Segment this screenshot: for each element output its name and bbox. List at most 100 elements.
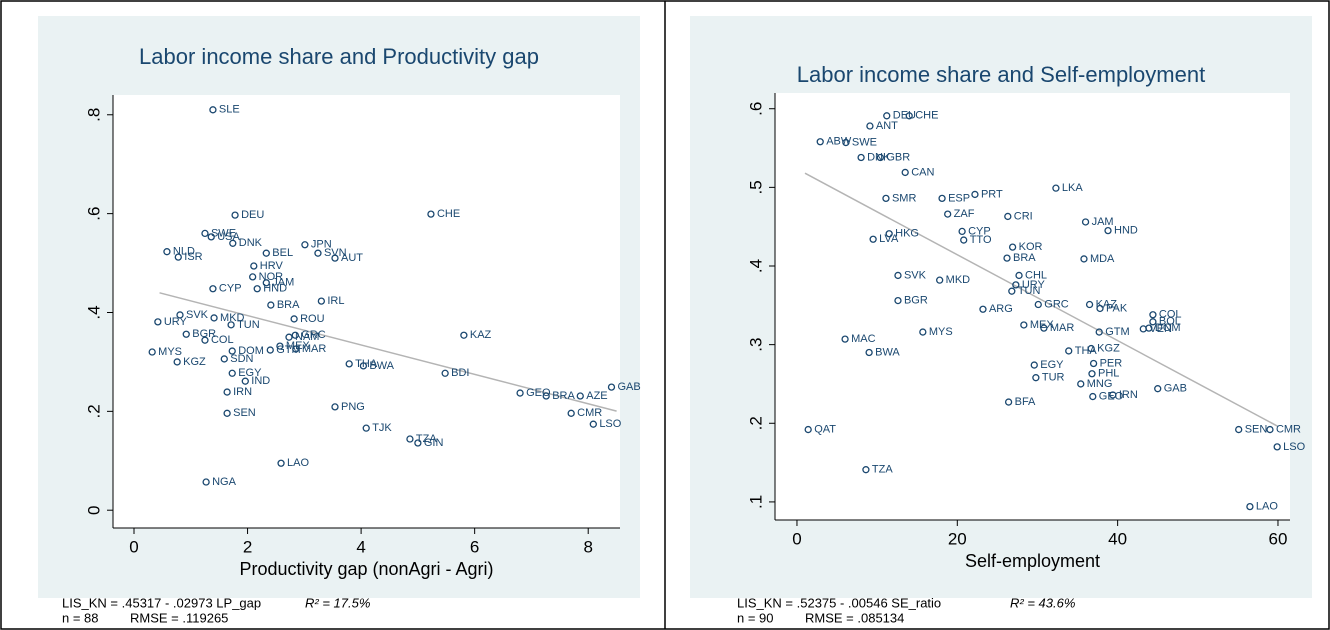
scatter-point [883, 112, 891, 120]
point-label: URY [164, 316, 188, 328]
point-label: SVK [186, 309, 209, 321]
scatter-point [1008, 243, 1017, 251]
point-label: TJK [372, 422, 392, 434]
scatter-point [209, 106, 217, 114]
scatter-point [201, 336, 209, 344]
point-label: BFA [1015, 396, 1036, 408]
scatter-point [1012, 281, 1020, 289]
scatter-point [1030, 361, 1038, 369]
point-label: ANT [876, 120, 898, 132]
point-label: COL [211, 334, 234, 346]
scatter-point [262, 249, 270, 257]
point-label: MYS [158, 346, 182, 358]
scatter-point [1095, 328, 1103, 336]
scatter-point [285, 333, 293, 341]
fit-line [159, 292, 617, 412]
scatter-point [277, 459, 285, 467]
scatter-point [958, 227, 966, 236]
scatter-point [209, 285, 217, 293]
point-label: KGZ [1097, 342, 1120, 354]
scatter-point [1145, 324, 1153, 332]
point-label: SWE [852, 136, 877, 148]
point-label: LAO [1256, 501, 1278, 513]
point-label: MEX [286, 340, 311, 352]
scatter-point [1235, 425, 1243, 434]
point-label: DEU [241, 209, 264, 221]
point-label: USA [217, 231, 240, 243]
point-label: JPN [311, 239, 332, 251]
point-label: MKD [220, 312, 245, 324]
scatter-point [220, 355, 228, 363]
point-label: LAO [287, 457, 309, 469]
scatter-point [148, 348, 156, 356]
scatter-point [816, 138, 824, 146]
scatter-point [1004, 398, 1013, 406]
x-tick-label: 8 [583, 537, 592, 556]
point-label: MDA [1090, 253, 1115, 265]
point-label: KOR [1019, 241, 1043, 253]
rmse: RMSE = .085134 [805, 610, 904, 625]
x-tick-label: 6 [470, 537, 479, 556]
scatter-point [291, 331, 299, 339]
scatter-point [362, 424, 370, 432]
point-label: GRC [301, 329, 326, 341]
scatter-point [441, 369, 449, 377]
r-squared: R² = 43.6% [1010, 595, 1075, 610]
fit-equation: LIS_KN = .45317 - .02973 LP_gap [62, 595, 261, 610]
point-label: QAT [814, 423, 836, 435]
point-label: TZA [872, 464, 893, 476]
x-tick-label: 0 [129, 537, 138, 556]
point-label: GTM [1105, 326, 1129, 338]
scatter-point [607, 383, 616, 391]
scatter-point [1149, 311, 1157, 319]
scatter-point [267, 301, 275, 309]
scatter-point [228, 369, 236, 377]
scatter-point [842, 138, 850, 147]
scatter-point [865, 348, 873, 357]
point-label: SEN [233, 407, 256, 419]
x-tick-label: 40 [1108, 529, 1127, 548]
scatter-point [589, 420, 597, 428]
scatter-point [938, 194, 946, 203]
point-label: NAM [295, 331, 319, 343]
point-label: GBR [886, 151, 910, 163]
plot-area [113, 95, 620, 528]
scatter-point [1096, 304, 1104, 313]
scatter-point [249, 273, 257, 281]
point-label: DNK [239, 237, 263, 249]
point-label: CRI [1014, 210, 1033, 222]
point-label: TUN [237, 319, 260, 331]
point-label: TUN [1018, 285, 1041, 297]
scatter-point [1020, 321, 1028, 329]
scatter-point [936, 276, 944, 284]
point-label: SWE [211, 227, 236, 239]
point-label: ABW [826, 136, 852, 148]
point-label: BWA [875, 346, 900, 358]
scatter-point [1246, 502, 1254, 511]
scatter-point [223, 409, 231, 417]
point-label: CHL [1025, 269, 1047, 281]
y-tick-label: .4 [84, 305, 103, 319]
y-tick-label: 0 [84, 505, 103, 514]
sample-size: n = 88 [62, 610, 99, 625]
scatter-point [894, 271, 902, 280]
plot-area [775, 93, 1290, 520]
point-label: IRL [327, 295, 344, 307]
point-label: LSO [1283, 441, 1305, 453]
scatter-point [210, 314, 218, 322]
scatter-point [882, 194, 890, 203]
scatter-point [227, 321, 235, 329]
scatter-point [1087, 344, 1095, 353]
point-label: HKG [895, 228, 919, 240]
scatter-point [576, 392, 584, 400]
scatter-point [174, 253, 182, 261]
point-label: DNK [867, 151, 891, 163]
scatter-point [345, 360, 353, 368]
point-label: JAM [1092, 216, 1114, 228]
point-label: ARG [989, 303, 1013, 315]
point-label: BOL [1159, 316, 1181, 328]
y-tick-label: .2 [746, 416, 765, 430]
point-label: ESP [948, 192, 970, 204]
scatter-point [202, 478, 210, 486]
scatter-point [317, 297, 326, 305]
